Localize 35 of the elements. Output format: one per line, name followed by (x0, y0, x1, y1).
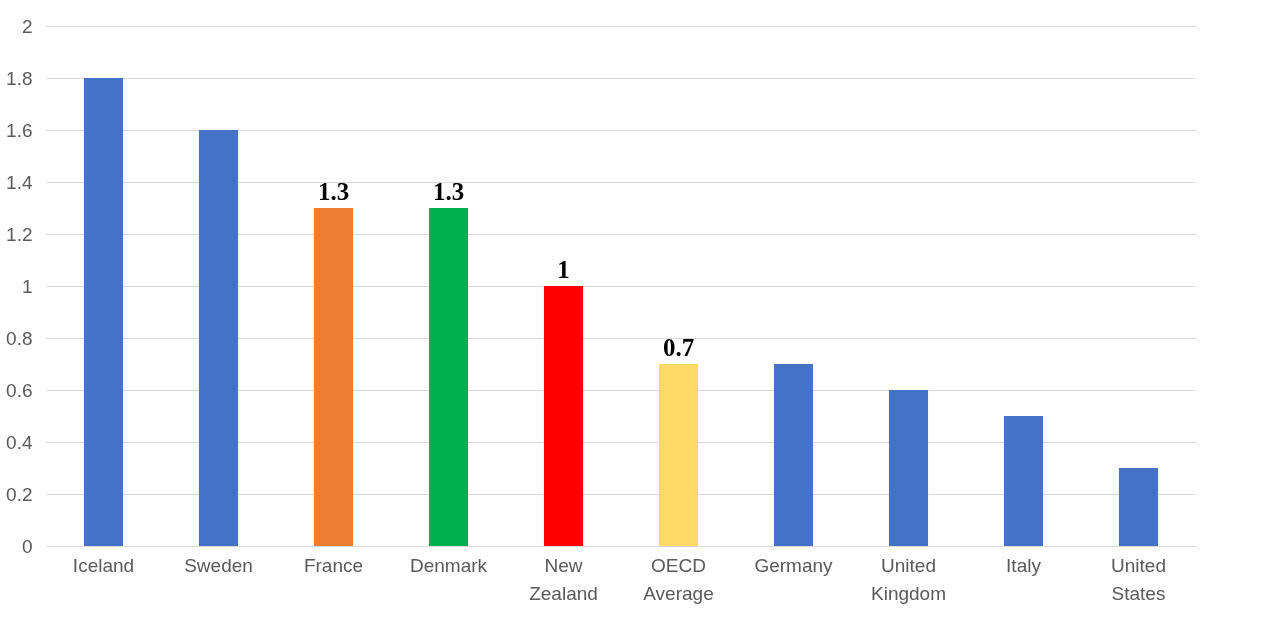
data-label: 1 (557, 256, 570, 283)
data-label: 0.7 (662, 334, 695, 361)
bar (658, 364, 699, 546)
x-tick-label: Italy (1006, 554, 1042, 576)
y-tick-label: 0.2 (6, 483, 33, 505)
bar (888, 390, 929, 546)
bar (313, 208, 354, 546)
x-tick-label: New Zealand (529, 554, 598, 604)
data-label: 1.3 (317, 178, 350, 205)
y-tick-label: 1.6 (6, 119, 33, 141)
x-tick-label: Iceland (72, 554, 135, 576)
x-tick-label: OECD Average (643, 554, 714, 604)
bar (428, 208, 469, 546)
y-tick-label: 0 (21, 535, 33, 557)
bar (83, 78, 124, 546)
y-tick-label: 1.4 (6, 171, 33, 193)
data-label: 1.3 (432, 178, 465, 205)
y-tick-label: 0.8 (6, 327, 33, 349)
x-tick-label: Denmark (409, 554, 488, 576)
y-tick-label: 0.6 (6, 379, 33, 401)
x-tick-label: United Kingdom (871, 554, 946, 604)
y-tick-label: 1.2 (6, 223, 33, 245)
bar (1003, 416, 1044, 546)
y-tick-label: 1 (21, 275, 33, 297)
x-tick-label: France (303, 554, 364, 576)
bar (543, 286, 584, 546)
bar (198, 130, 239, 546)
y-tick-label: 2 (21, 15, 33, 37)
bar (773, 364, 814, 546)
bar (1118, 468, 1159, 546)
x-tick-label: Germany (754, 554, 834, 576)
y-tick-label: 1.8 (6, 67, 33, 89)
x-tick-label: Sweden (184, 554, 253, 576)
y-tick-label: 0.4 (6, 431, 33, 453)
x-tick-label: United States (1111, 554, 1166, 604)
